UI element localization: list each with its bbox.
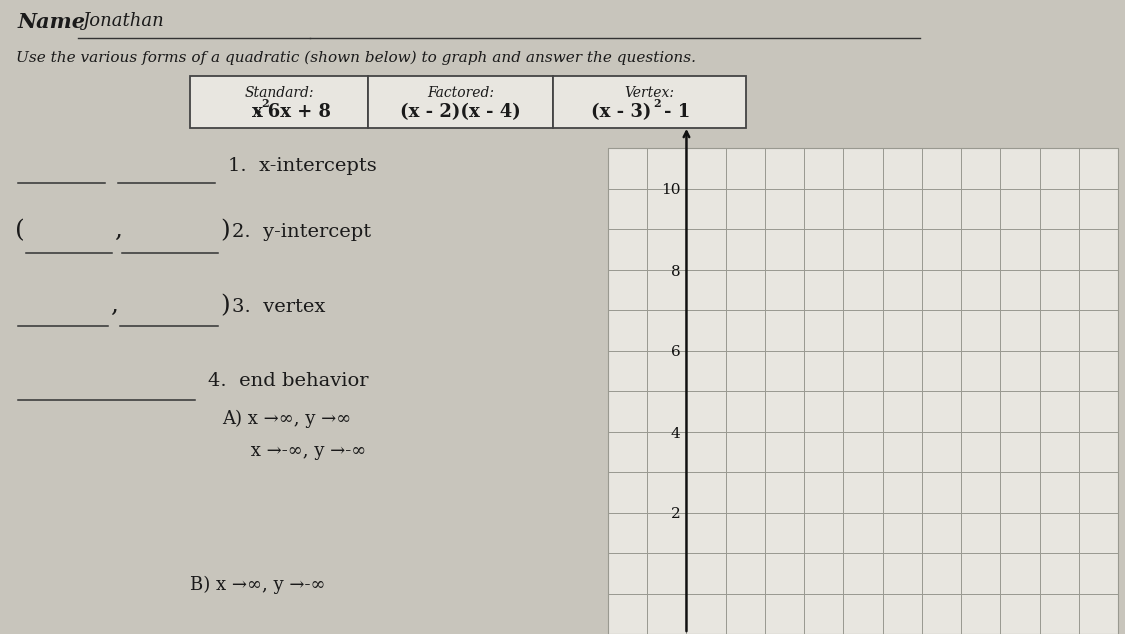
Text: - 6x + 8: - 6x + 8 <box>254 103 332 121</box>
Text: 6: 6 <box>670 346 681 359</box>
Text: x: x <box>252 103 262 121</box>
Text: 3.  vertex: 3. vertex <box>232 298 325 316</box>
Text: (x - 3): (x - 3) <box>592 103 651 121</box>
Text: Standard:: Standard: <box>244 86 314 100</box>
Text: Vertex:: Vertex: <box>624 86 675 100</box>
Text: 2: 2 <box>654 98 662 109</box>
Bar <box>368 76 554 128</box>
Text: 4.  end behavior: 4. end behavior <box>208 372 369 390</box>
Text: ): ) <box>220 219 229 242</box>
Text: - 1: - 1 <box>665 103 691 121</box>
Text: B) x →∞, y →-∞: B) x →∞, y →-∞ <box>190 576 325 594</box>
Bar <box>608 148 1118 634</box>
Bar <box>554 76 746 128</box>
Text: A) x →∞, y →∞: A) x →∞, y →∞ <box>222 410 351 428</box>
Text: 2: 2 <box>261 98 269 109</box>
Text: ,: , <box>110 294 118 317</box>
Text: Factored:: Factored: <box>428 86 494 100</box>
Text: (: ( <box>15 219 25 242</box>
Text: Jonathan: Jonathan <box>82 12 164 30</box>
Text: x →-∞, y →-∞: x →-∞, y →-∞ <box>222 442 367 460</box>
Bar <box>190 76 368 128</box>
Text: 8: 8 <box>670 264 681 278</box>
Text: 10: 10 <box>662 183 681 198</box>
Text: 2: 2 <box>670 507 681 522</box>
Text: 4: 4 <box>670 427 681 441</box>
Text: 2.  y-intercept: 2. y-intercept <box>232 223 371 241</box>
Text: (x - 2)(x - 4): (x - 2)(x - 4) <box>400 103 521 121</box>
Text: 1.  x-intercepts: 1. x-intercepts <box>228 157 377 175</box>
Text: Name: Name <box>18 12 86 32</box>
Text: Use the various forms of a quadratic (shown below) to graph and answer the quest: Use the various forms of a quadratic (sh… <box>16 51 696 65</box>
Text: ,: , <box>114 219 122 242</box>
Text: ): ) <box>220 294 229 317</box>
